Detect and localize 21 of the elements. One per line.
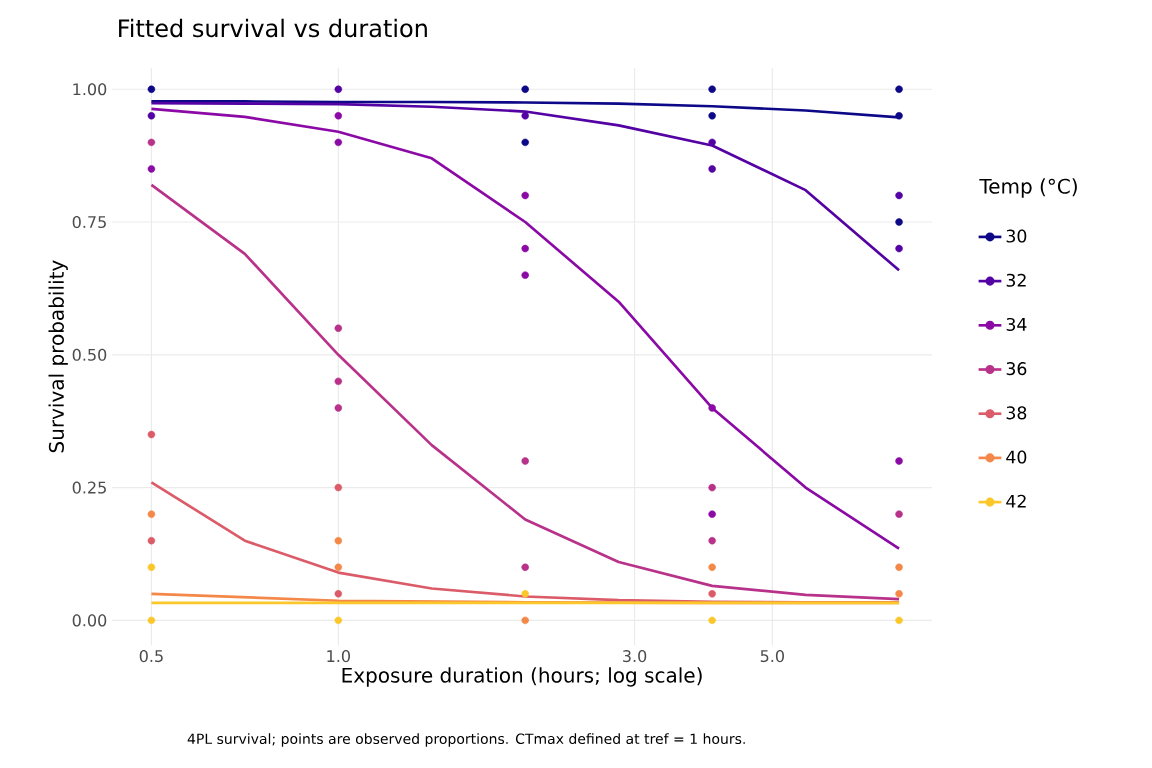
y-tick-label: 0.75 (72, 215, 106, 229)
legend-label: 34 (1006, 317, 1027, 331)
legend-title: Temp (°C) (979, 178, 1077, 198)
legend-label: 30 (1006, 229, 1027, 243)
y-tick-label: 0.50 (72, 348, 107, 361)
x-tick-label: 3.0 (623, 650, 647, 663)
legend-label: 32 (1006, 273, 1026, 287)
x-tick-label: 5.0 (760, 650, 784, 663)
text: 4PL survival; points are observed proportions. CTmax defined at tref = 1 hours. (187, 733, 745, 747)
chart-title: Fitted survival vs duration (119, 18, 427, 38)
y-axis-title: Survival probability (48, 260, 68, 453)
legend-label: 36 (1006, 362, 1027, 376)
legend-label: 42 (1006, 494, 1026, 508)
y-tick-label: 0.25 (72, 481, 106, 494)
legend-label: 38 (1006, 406, 1027, 420)
x-tick-label: 0.5 (139, 650, 163, 663)
y-tick-label: 0.00 (72, 614, 107, 627)
legend-label: 40 (1006, 450, 1027, 464)
x-tick-label: 1.0 (327, 650, 350, 663)
x-axis-title: Exposure duration (hours; log scale) (342, 667, 702, 687)
y-tick-label: 1.00 (73, 83, 107, 96)
